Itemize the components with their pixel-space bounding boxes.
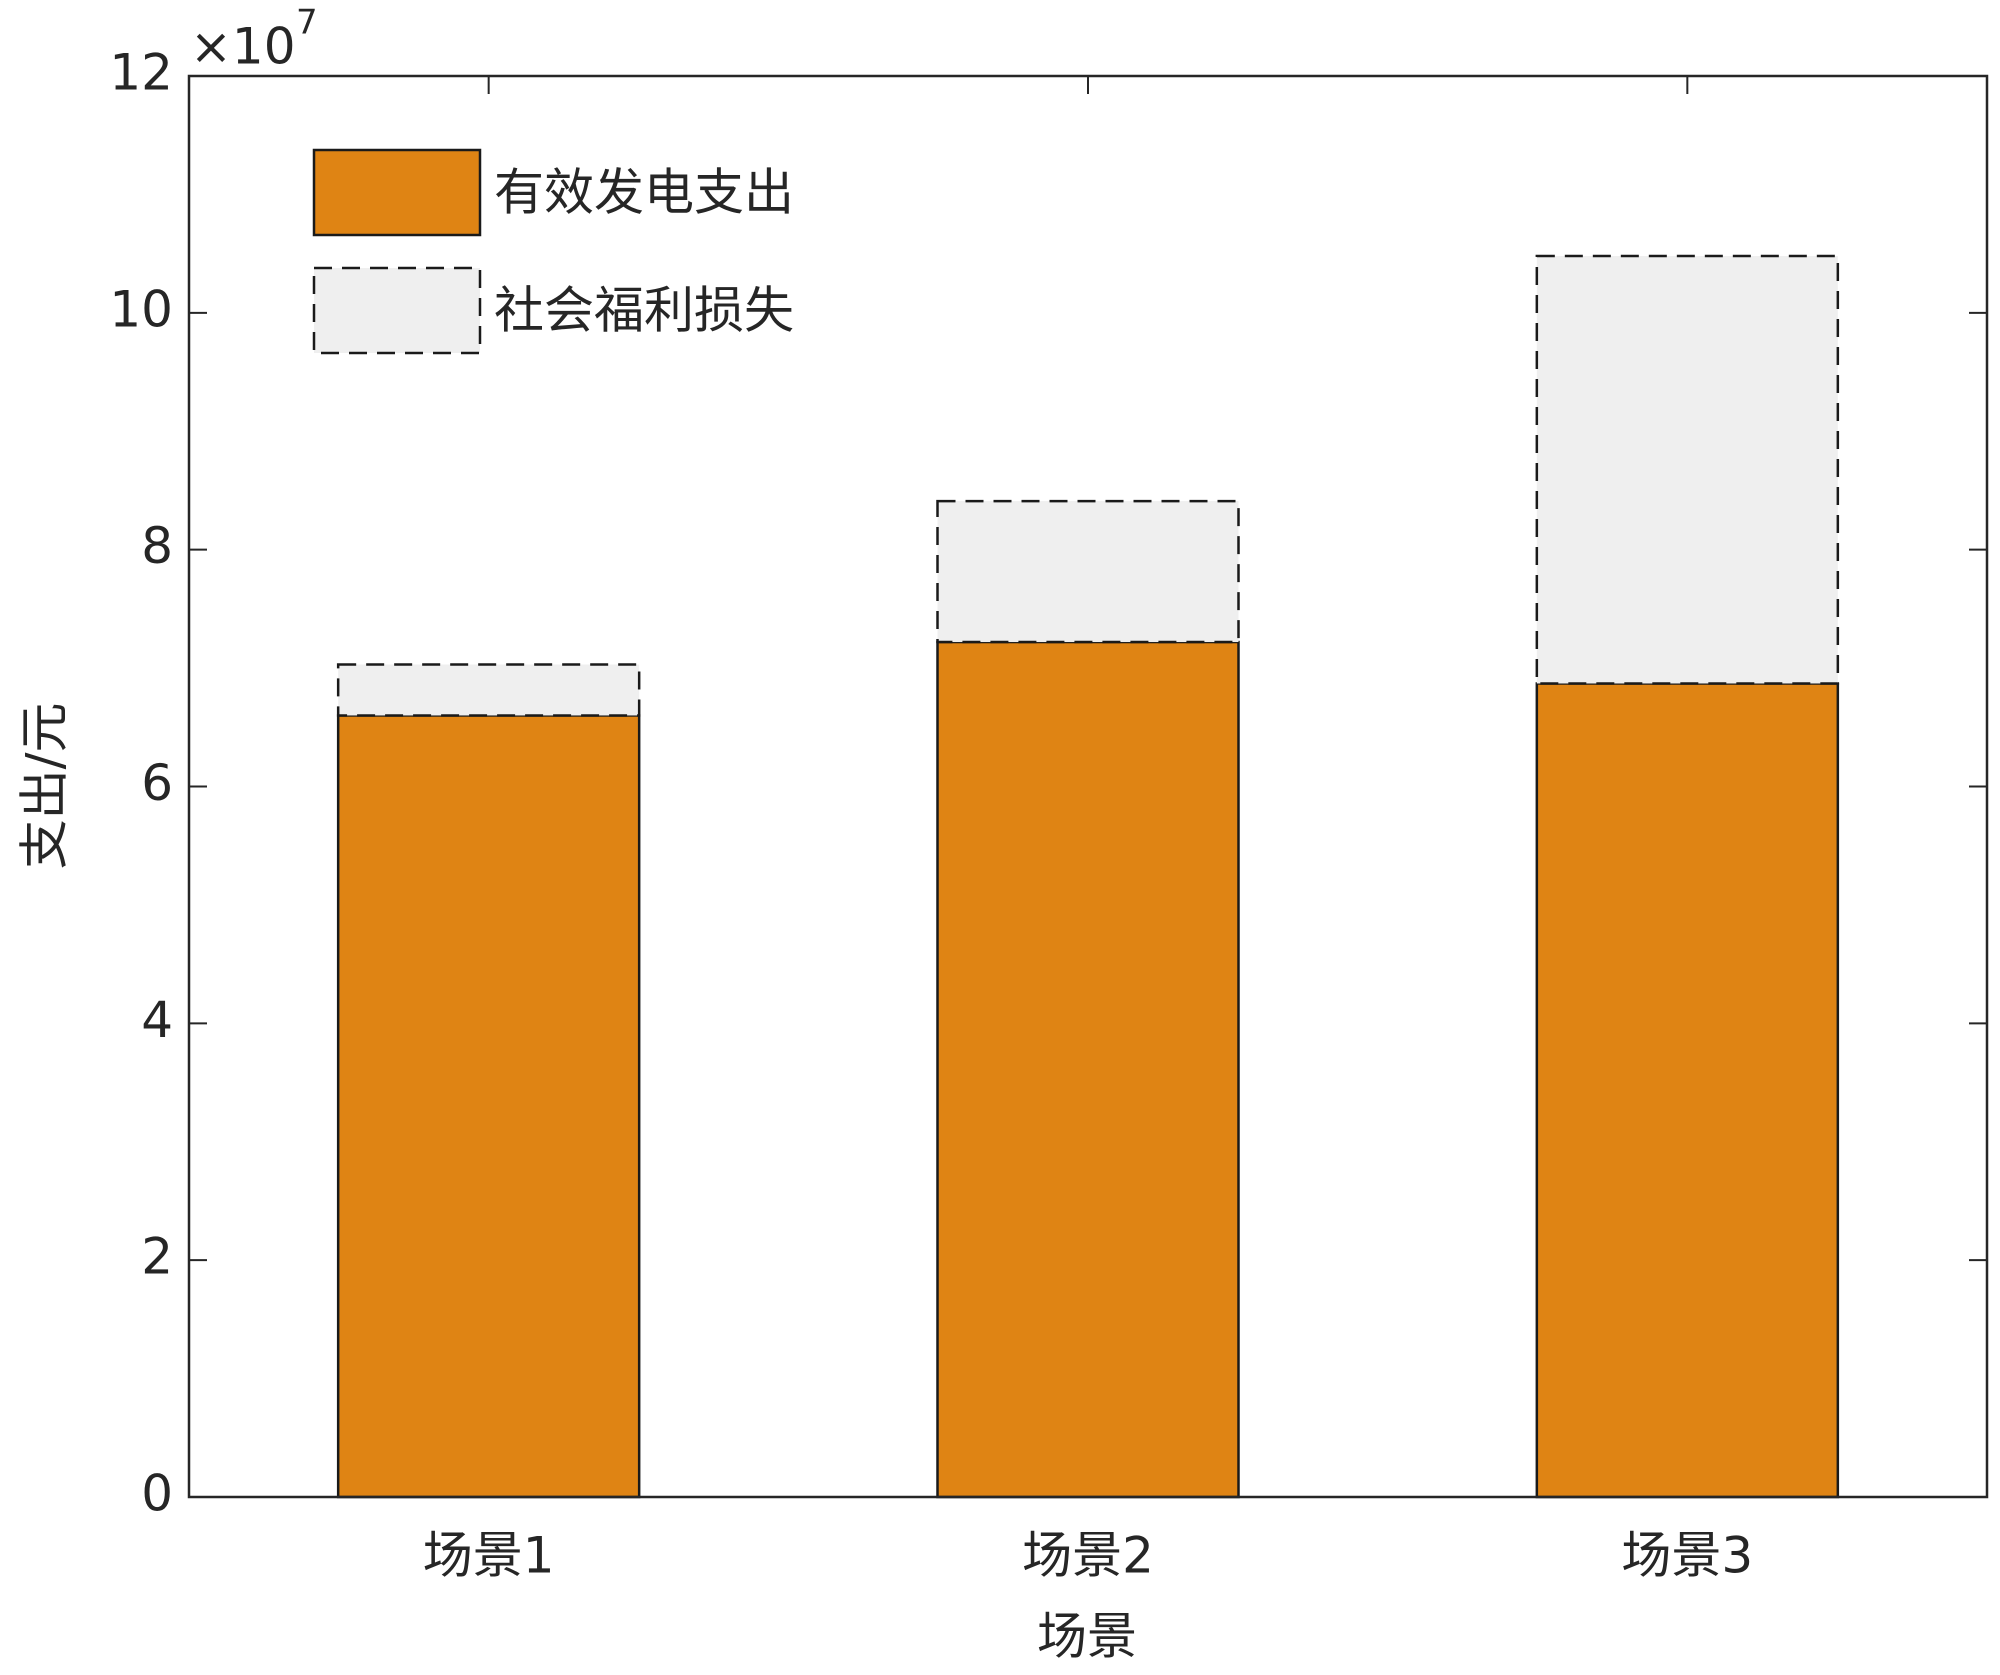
y-multiplier: ×10 (190, 18, 296, 76)
y-tick-label: 6 (141, 754, 173, 812)
bar-segment (336, 714, 641, 1499)
y-tick-label: 12 (109, 44, 173, 102)
bar-segment (936, 640, 1240, 1499)
legend-swatch (312, 148, 482, 237)
bar-segment (936, 499, 1240, 644)
y-axis-title: 支出/元 (16, 703, 74, 870)
bar-segment (1535, 682, 1840, 1499)
x-tick-label: 场景1 (423, 1527, 555, 1585)
legend-swatch (312, 266, 482, 355)
x-tick-label: 场景3 (1621, 1527, 1753, 1585)
y-multiplier-exponent: 7 (296, 3, 318, 43)
y-tick-label: 10 (109, 280, 173, 338)
axes-box (187, 74, 1989, 1499)
y-tick-label: 2 (141, 1228, 173, 1286)
bar-segment (336, 663, 641, 717)
bar-segment (1535, 254, 1840, 685)
legend-label: 社会福利损失 (494, 282, 794, 340)
y-tick-label: 8 (141, 517, 173, 575)
x-tick-label: 场景2 (1022, 1527, 1154, 1585)
legend-label: 有效发电支出 (494, 164, 794, 222)
y-tick-label: 0 (141, 1465, 173, 1523)
x-axis-title: 场景 (1037, 1608, 1137, 1666)
y-tick-label: 4 (141, 991, 173, 1049)
